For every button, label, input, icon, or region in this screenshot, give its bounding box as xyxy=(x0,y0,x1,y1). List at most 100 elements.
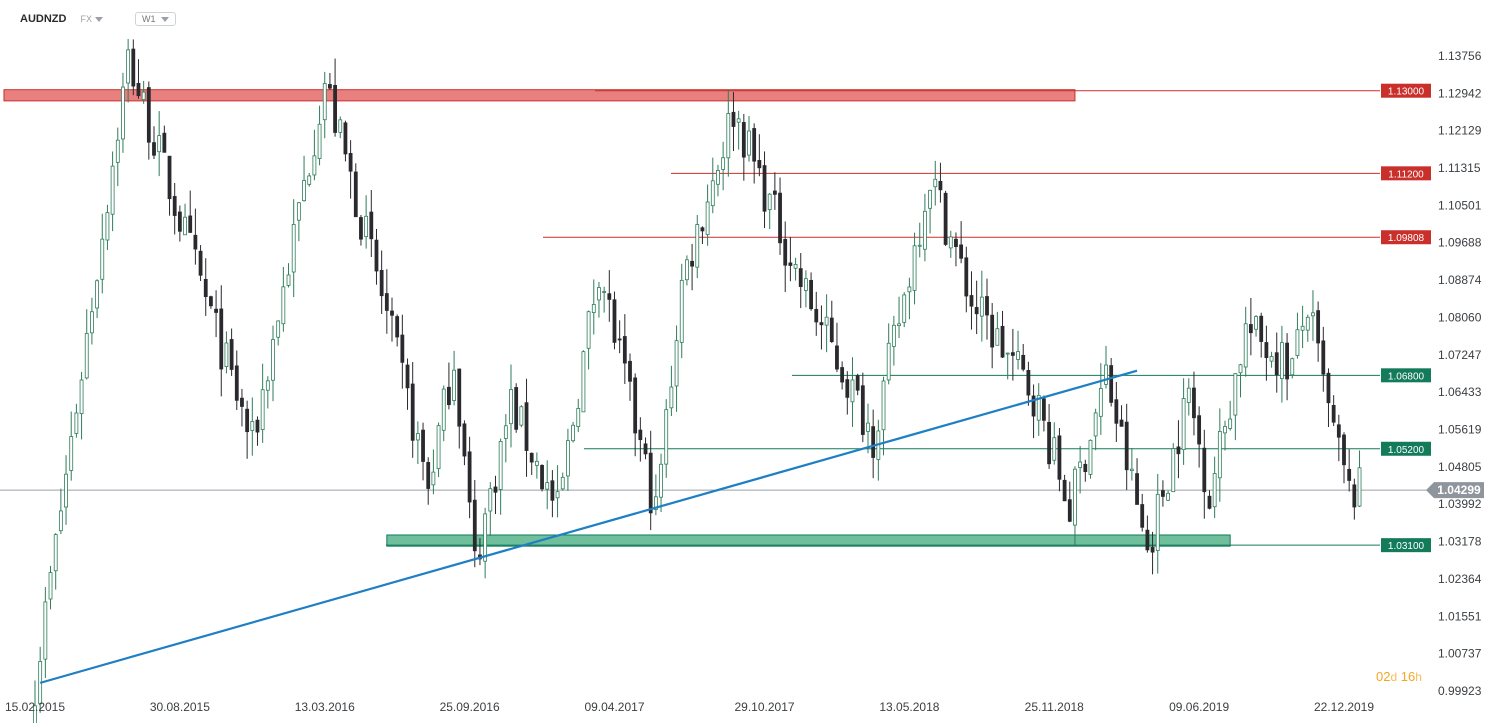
market-selector[interactable]: FX xyxy=(80,14,103,24)
candle-bearish xyxy=(1047,421,1051,465)
candle-bearish xyxy=(969,295,974,307)
candle-bearish xyxy=(788,262,793,266)
level-tag-bg xyxy=(1381,230,1431,245)
candle-bearish xyxy=(255,419,260,433)
candle-bearish xyxy=(328,84,332,89)
level-tag-bg xyxy=(1381,83,1431,98)
candle-bullish xyxy=(509,389,513,425)
candle-bullish xyxy=(560,476,565,490)
candle-bullish xyxy=(747,130,751,156)
candle-bearish xyxy=(860,385,865,435)
candle-bearish xyxy=(1083,463,1088,473)
candle-bullish xyxy=(95,280,99,309)
candle-bearish xyxy=(1207,495,1212,509)
candle-bearish xyxy=(1140,504,1145,528)
market-label: FX xyxy=(80,14,92,24)
candle-bearish xyxy=(1326,372,1331,404)
candle-bearish xyxy=(1135,473,1139,505)
candle-bearish xyxy=(628,360,632,382)
candle-bullish xyxy=(183,216,187,236)
candle-bearish xyxy=(778,192,782,244)
candle-bearish xyxy=(1347,468,1352,481)
candle-bullish xyxy=(850,379,855,403)
candle-bullish xyxy=(1181,398,1186,451)
candle-bullish xyxy=(317,123,322,159)
candle-bearish xyxy=(410,383,415,441)
candle-bullish xyxy=(296,202,301,221)
x-tick-label: 25.11.2018 xyxy=(1025,700,1084,714)
support-zone xyxy=(386,534,1231,547)
candle-bullish xyxy=(58,510,63,532)
candle-bullish xyxy=(69,436,74,471)
candle-bullish xyxy=(534,460,539,466)
candle-bearish xyxy=(400,334,405,363)
candle-bullish xyxy=(907,286,912,293)
candle-bearish xyxy=(700,227,705,232)
x-tick-label: 09.06.2019 xyxy=(1169,700,1229,714)
candle-bullish xyxy=(1357,467,1362,507)
candle-bullish xyxy=(804,278,808,291)
candle-bullish xyxy=(79,379,84,415)
symbol-label[interactable]: AUDNZD xyxy=(20,13,67,25)
y-tick-label: 1.01551 xyxy=(1438,609,1482,623)
x-tick-label: 22.12.2019 xyxy=(1314,700,1374,714)
candle-bearish xyxy=(798,268,803,288)
candle-bullish xyxy=(483,513,488,562)
candle-bullish xyxy=(43,601,48,660)
candle-bearish xyxy=(405,364,410,389)
candle-bullish xyxy=(1238,364,1243,374)
chevron-down-icon xyxy=(161,16,170,22)
level-tag-1.09808: 1.09808 xyxy=(1381,230,1431,245)
trendline[interactable] xyxy=(39,369,1138,684)
y-tick-label: 1.10501 xyxy=(1438,198,1482,212)
candle-bullish xyxy=(1311,312,1315,317)
candle-bearish xyxy=(633,377,638,434)
candle-bearish xyxy=(990,314,995,348)
candle-bearish xyxy=(421,429,425,462)
x-tick-label: 13.03.2016 xyxy=(295,700,355,714)
level-tag-label: 1.11200 xyxy=(1388,169,1424,180)
candle-bearish xyxy=(1316,310,1321,344)
candle-bullish xyxy=(452,369,456,401)
candle-bullish xyxy=(1171,448,1176,493)
y-tick-label: 1.04805 xyxy=(1438,460,1482,474)
candle-bearish xyxy=(540,465,544,490)
candle-bullish xyxy=(1052,437,1057,461)
chevron-down-icon xyxy=(94,16,103,22)
candle-bullish xyxy=(576,408,581,427)
timeframe-selector[interactable]: W1 xyxy=(134,12,177,26)
candle-bearish xyxy=(1031,395,1036,417)
candle-bullish xyxy=(64,473,68,508)
candle-bearish xyxy=(550,480,555,501)
x-tick-label: 13.05.2018 xyxy=(879,700,939,714)
candle-bullish xyxy=(659,463,663,498)
candle-bearish xyxy=(167,155,172,200)
candle-bearish xyxy=(493,486,498,493)
candle-bullish xyxy=(581,351,586,413)
level-tag-bg xyxy=(1381,441,1431,456)
candle-bullish xyxy=(415,433,420,441)
y-tick-label: 1.12129 xyxy=(1438,124,1482,138)
candle-bearish xyxy=(172,196,177,216)
y-tick-label: 1.05619 xyxy=(1438,423,1482,437)
y-tick-label: 1.03178 xyxy=(1438,535,1482,549)
candle-bullish xyxy=(716,170,720,185)
candle-bearish xyxy=(1057,435,1062,480)
candle-bullish xyxy=(928,189,932,209)
countdown-days: 02 xyxy=(1376,669,1391,684)
candle-bearish xyxy=(622,336,627,364)
level-tag-1.03100: 1.03100 xyxy=(1381,538,1431,553)
candle-bullish xyxy=(705,201,710,236)
y-tick-label: 1.08874 xyxy=(1438,273,1482,287)
candle-bearish xyxy=(985,296,989,316)
candle-bullish xyxy=(555,491,560,499)
candle-bearish xyxy=(203,278,208,298)
candle-bullish xyxy=(1073,468,1077,526)
candle-bullish xyxy=(1166,492,1170,501)
candle-bullish xyxy=(1155,493,1160,551)
candle-bullish xyxy=(793,264,798,269)
candle-bearish xyxy=(1062,479,1067,502)
candle-bullish xyxy=(436,425,441,470)
candle-bullish xyxy=(260,389,265,430)
